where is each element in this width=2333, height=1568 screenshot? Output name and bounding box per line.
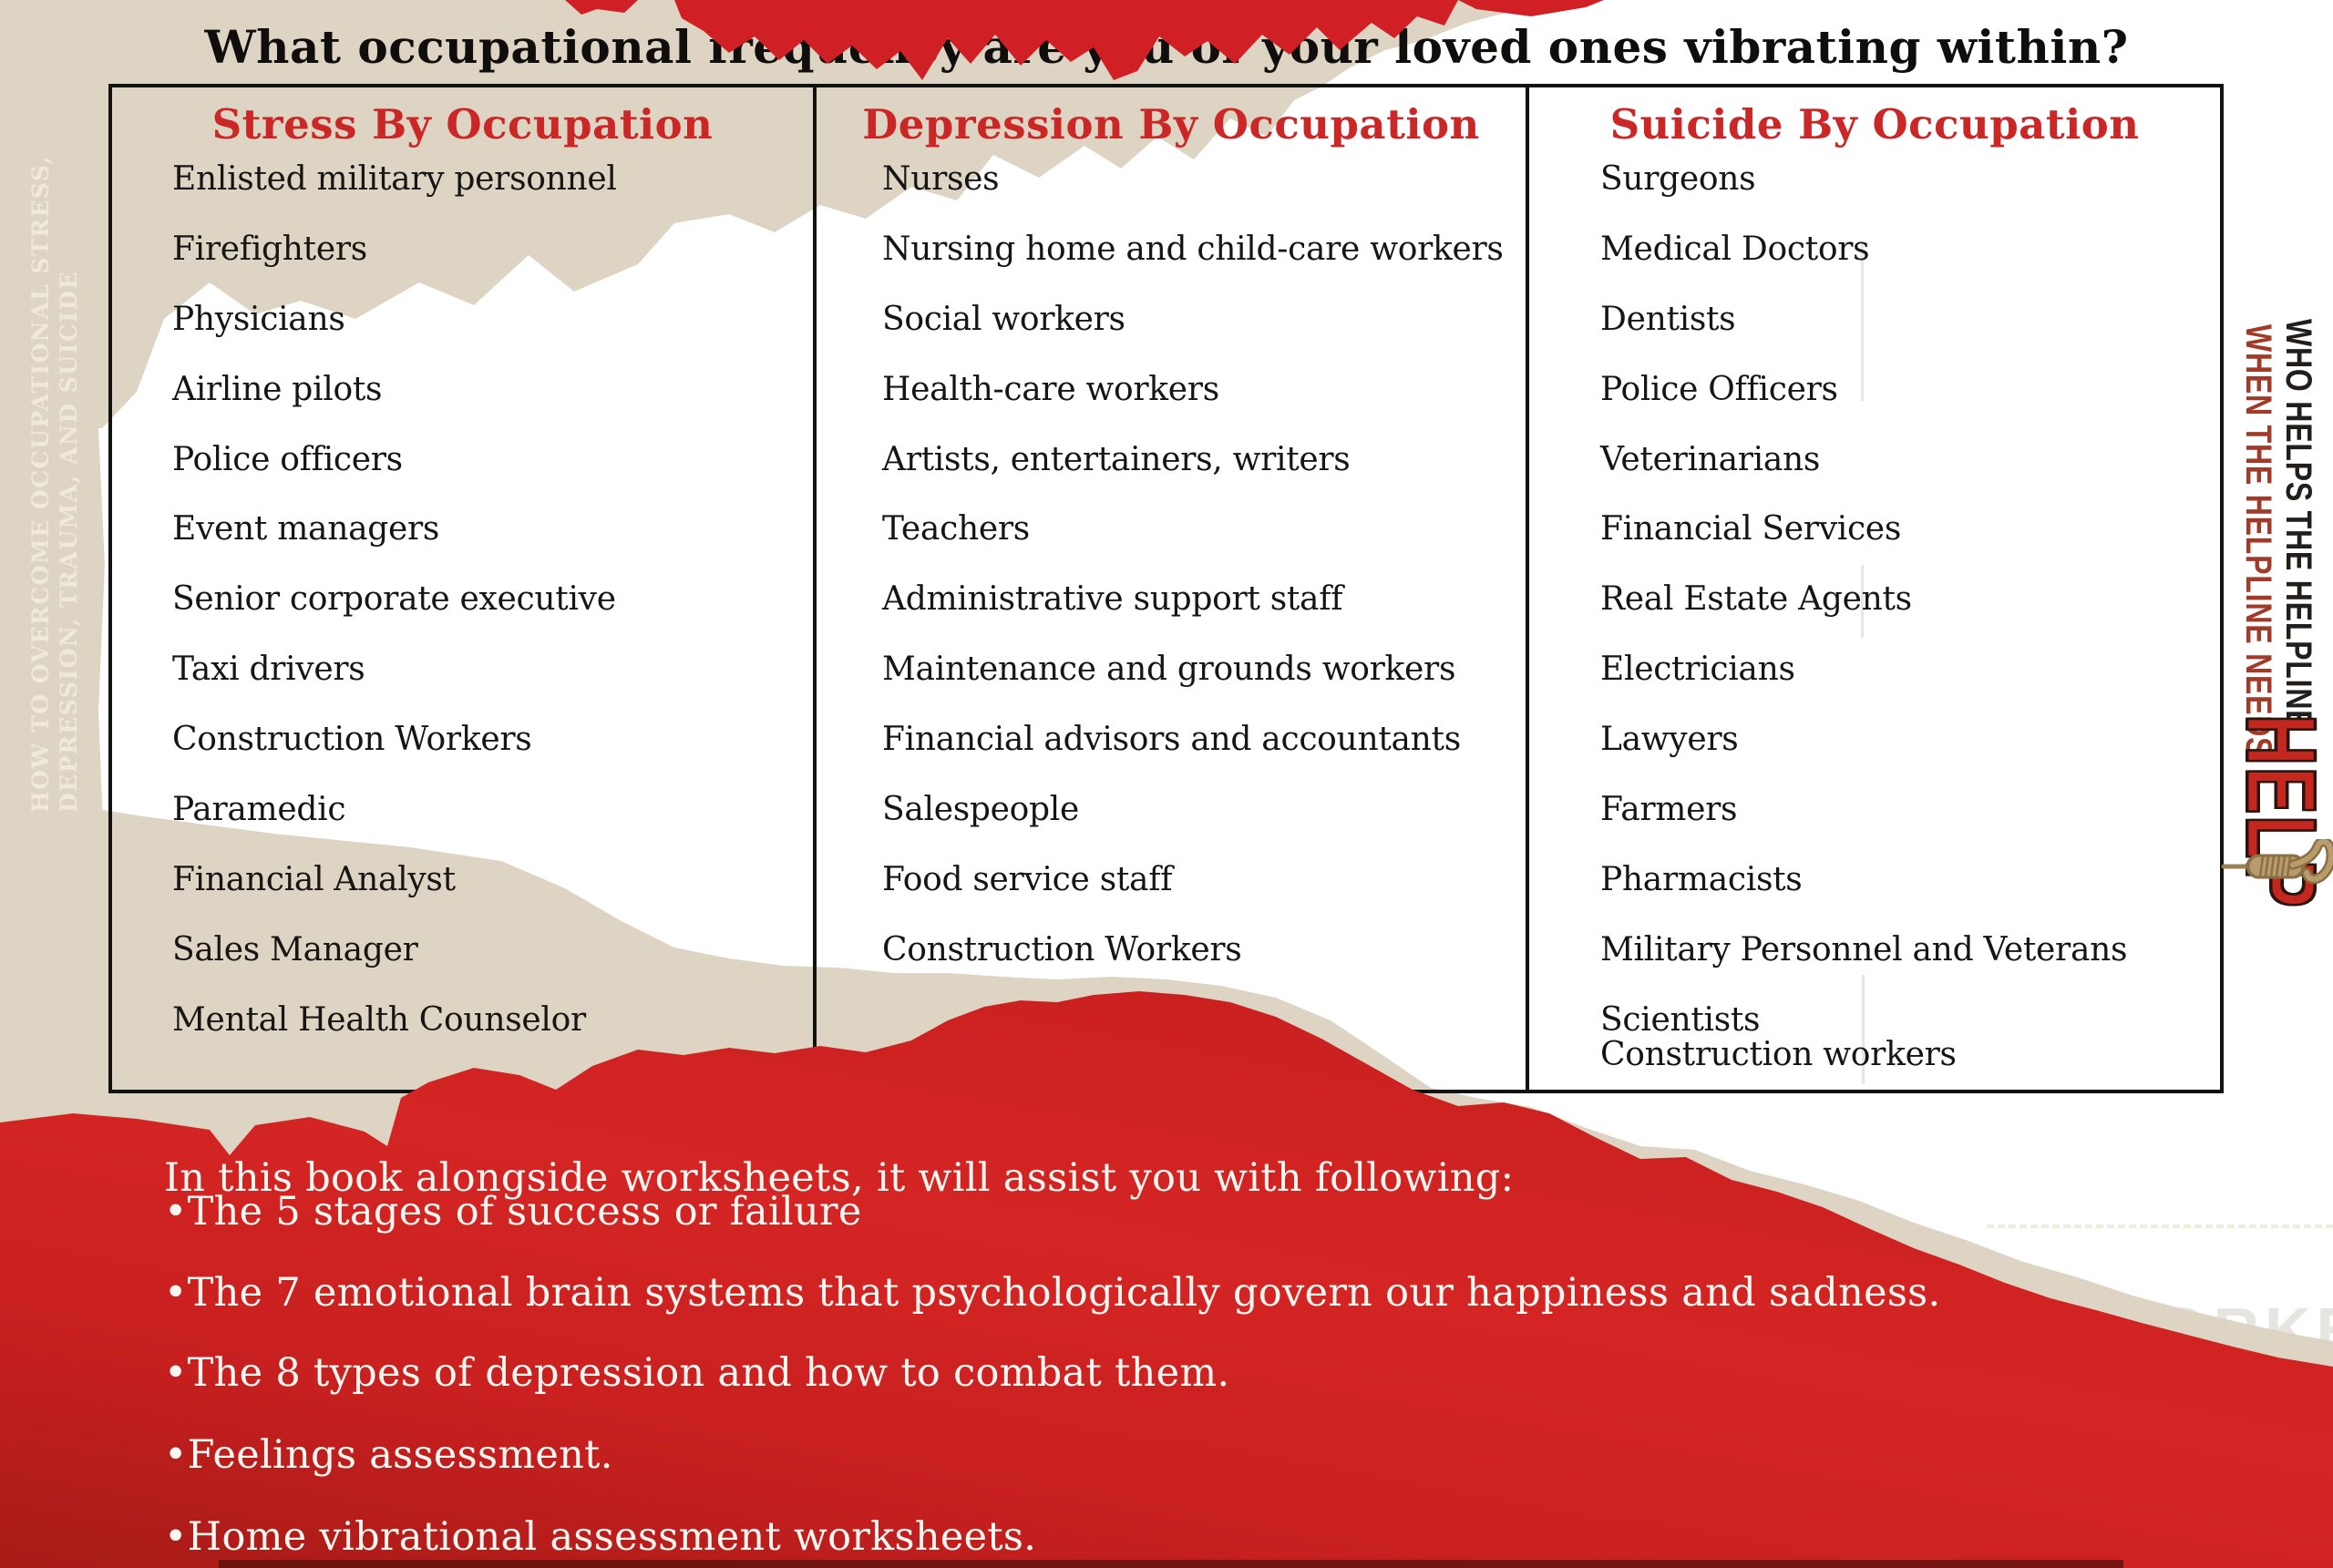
occupation-item: Physicians	[172, 300, 345, 338]
column-divider	[813, 87, 817, 1090]
occupation-list: Nurses Nursing home and child-care worker…	[817, 160, 1520, 1001]
occupation-item: Firefighters	[172, 230, 367, 268]
occupation-item: Salespeople	[882, 791, 1080, 829]
occupation-item: Nurses	[882, 160, 1000, 198]
occupation-item: Financial advisors and accountants	[882, 721, 1461, 759]
occupation-item: Dentists	[1600, 300, 1736, 338]
occupation-item: Nursing home and child-care workers	[882, 230, 1504, 268]
occupation-item: Maintenance and grounds workers	[882, 651, 1456, 689]
occupation-item: Financial Services	[1600, 510, 1901, 548]
occupation-item: Paramedic	[172, 791, 346, 829]
occupation-item: Social workers	[882, 300, 1125, 338]
occupation-list: Enlisted military personnel Firefighters P…	[112, 160, 807, 1071]
occupation-item: Enlisted military personnel	[172, 160, 617, 198]
occupation-item: Teachers	[882, 510, 1030, 548]
occupation-item: Veterinarians	[1600, 440, 1821, 478]
occupation-item: Surgeons	[1600, 160, 1756, 198]
occupation-item: Senior corporate executive	[172, 580, 616, 619]
noose-question-mark-icon	[2221, 839, 2333, 885]
page-title: What occupational frequency are you or y…	[204, 20, 2129, 74]
column-suicide-by-occupation: Suicide By Occupation Surgeons Medical Do…	[1529, 87, 2220, 1090]
spine-title-line1: WHO HELPS THE HELPLINE	[2278, 319, 2318, 731]
occupation-item: Artists, entertainers, writers	[882, 440, 1351, 478]
occupation-item: Medical Doctors	[1600, 230, 1870, 268]
spine-title-line2: WHEN THE HELPLINE NEEDS	[2238, 324, 2278, 758]
back-cover-edge-title-line2: DEPRESSION, TRAUMA, AND SUICIDE	[56, 270, 82, 813]
top-beige-band	[0, 0, 1549, 428]
occupation-item: Construction Workers	[172, 721, 532, 759]
occupation-item: Airline pilots	[172, 370, 383, 408]
occupation-item: Mental Health Counselor	[172, 1000, 586, 1039]
occupation-item: Sales Manager	[172, 930, 418, 968]
column-header: Suicide By Occupation	[1609, 100, 2140, 149]
occupation-item: Health-care workers	[882, 370, 1219, 408]
occupation-item: Lawyers	[1600, 721, 1739, 759]
occupation-item: Police officers	[172, 440, 403, 478]
occupation-table: Stress By Occupation Enlisted military p…	[108, 84, 2224, 1093]
occupation-item: Construction Workers	[882, 930, 1242, 968]
occupation-item: Police Officers	[1600, 370, 1838, 408]
occupation-item: Event managers	[172, 510, 440, 548]
occupation-item: Administrative support staff	[882, 580, 1343, 619]
back-cover-edge-title-line1: HOW TO OVERCOME OCCUPATIONAL STRESS,	[27, 155, 54, 813]
column-header: Stress By Occupation	[211, 100, 714, 149]
occupation-item: Military Personnel and Veterans	[1600, 930, 2128, 968]
occupation-item: Electricians	[1600, 651, 1795, 689]
occupation-item: Taxi drivers	[172, 651, 365, 689]
occupation-item: Pharmacists	[1600, 860, 1803, 898]
column-divider	[1526, 87, 1529, 1090]
cover-crease-line	[1861, 565, 1864, 638]
occupation-item: Farmers	[1600, 791, 1738, 829]
occupation-item: Real Estate Agents	[1600, 580, 1912, 619]
column-stress-by-occupation: Stress By Occupation Enlisted military p…	[112, 87, 813, 1090]
occupation-item: Construction workers	[1600, 1035, 1957, 1073]
occupation-item: Financial Analyst	[172, 860, 456, 898]
occupation-item: Food service staff	[882, 860, 1173, 898]
column-header: Depression By Occupation	[862, 100, 1480, 149]
column-depression-by-occupation: Depression By Occupation Nurses Nursing h…	[817, 87, 1526, 1090]
occupation-list: Surgeons Medical Doctors Dentists Police Of…	[1529, 160, 2215, 1105]
cover-crease-line	[1861, 241, 1864, 401]
